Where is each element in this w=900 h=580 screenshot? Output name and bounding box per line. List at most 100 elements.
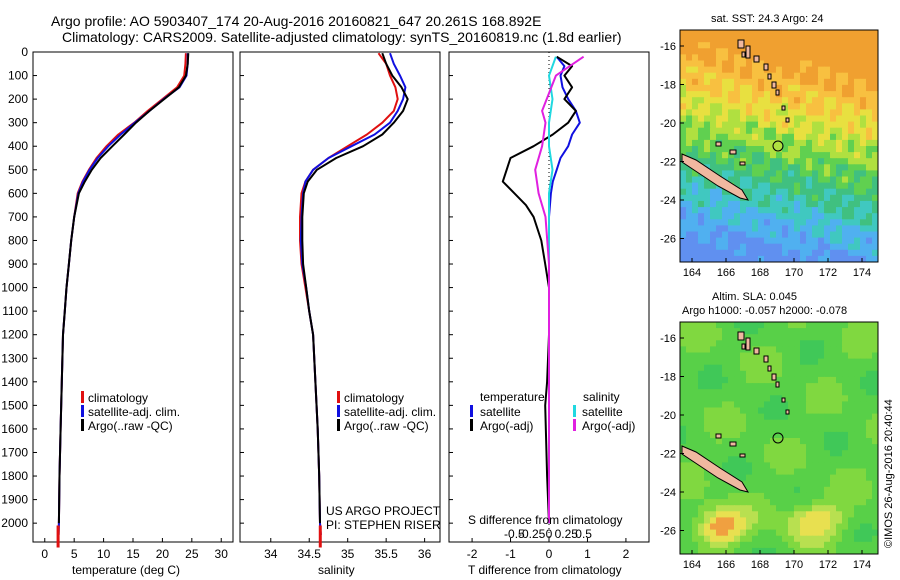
map-cell [854,486,861,494]
map-cell [788,36,795,43]
map-cell [848,225,855,232]
map-cell [698,346,705,353]
map-cell [764,389,771,396]
map-cell [842,456,849,463]
map-cell [872,346,879,353]
map-cell [860,84,867,92]
map-cell [788,146,795,153]
map-cell [824,462,831,469]
map-cell [824,84,831,92]
map-cell [836,60,843,68]
map-cell [710,492,717,500]
map-cell [854,78,861,86]
map-cell [788,389,795,396]
map-cell [734,499,741,506]
map-cell [746,109,753,116]
map-cell [806,213,813,220]
map-cell [860,334,867,341]
map-cell [734,133,741,141]
map-cell [680,219,687,226]
map-cell [854,249,861,257]
map-cell [698,450,705,457]
map-cell [836,364,843,372]
map-cell [854,219,861,226]
map-cell [860,146,867,153]
map-cell [866,219,873,226]
map-cell [692,78,699,86]
map-cell [770,115,777,123]
map-cell [842,352,849,360]
map-cell [680,109,687,116]
map-cell [836,84,843,92]
map-cell [806,456,813,463]
map-cell [866,146,873,153]
map-cell [848,115,855,123]
map-cell [788,419,795,427]
map-cell [842,505,849,512]
map-cell [836,72,843,80]
map-cell [788,133,795,141]
salinity-axis: 34 34.5 35 35.5 36 [264,538,432,561]
map-cell [746,370,753,378]
map-cell [704,413,711,421]
map-cell [698,425,705,433]
map-cell [824,158,831,165]
map-cell [752,91,759,98]
map-cell [800,352,807,360]
map-cell [734,36,741,43]
map-cell [782,194,789,202]
map-cell [812,36,819,43]
map-cell [734,535,741,543]
map-cell [776,370,783,378]
map-cell [758,352,765,360]
map-cell [686,91,693,98]
map-cell [836,231,843,239]
map-cell [680,243,687,251]
map-cell [854,468,861,476]
map-cell [692,376,699,384]
map-cell [866,200,873,208]
map-cell [686,480,693,488]
map-cell [746,97,753,104]
map-cell [758,103,765,110]
map-cell [806,231,813,239]
map-cell [794,419,801,427]
map-cell [824,370,831,378]
map-cell [704,249,711,257]
map-cell [776,36,783,43]
map-cell [854,511,861,518]
map-cell [842,219,849,226]
map-cell [686,492,693,500]
map-cell [692,121,699,129]
map-cell [686,97,693,104]
map-cell [776,456,783,463]
map-cell [734,322,741,329]
map-cell [704,231,711,239]
map-cell [818,322,825,329]
map-cell [758,30,765,37]
map-cell [704,36,711,43]
map-cell [686,499,693,506]
map-cell [758,413,765,421]
map-cell [740,60,747,68]
map-cell [812,438,819,445]
map-cell [770,194,777,202]
map-cell [866,511,873,518]
map-cell [734,170,741,177]
map-cell [680,328,687,335]
map-cell [728,152,735,159]
map-cell [794,364,801,372]
map-cell [818,231,825,239]
map-cell [740,146,747,153]
legend-diff-salinity: salinity [583,390,620,404]
map-cell [860,486,867,494]
map-cell [836,219,843,226]
map-cell [866,407,873,415]
map-cell [824,91,831,98]
map-cell [854,364,861,372]
map-cell [770,176,777,184]
map-cell [746,450,753,457]
map-cell [710,188,717,196]
map-cell [782,438,789,445]
map-cell [782,48,789,55]
